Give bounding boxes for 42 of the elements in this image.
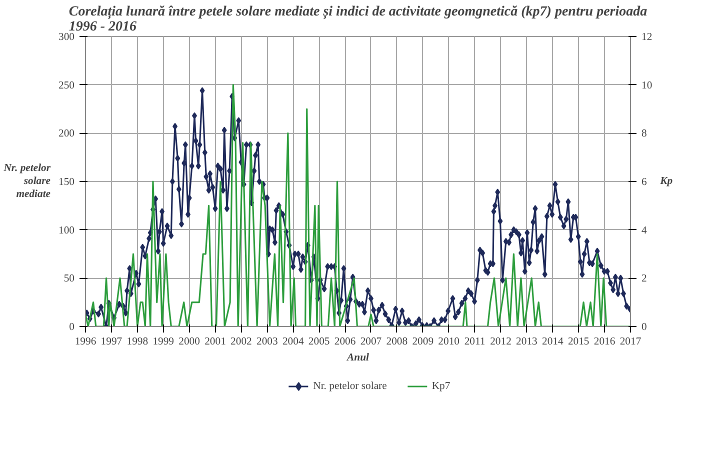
y2-tick-label: 2 bbox=[642, 274, 647, 285]
x-tick-label: 1997 bbox=[100, 336, 123, 348]
y2-tick-label: 4 bbox=[642, 225, 648, 236]
y-axis-title: Nr. petelor solare mediate bbox=[2, 162, 52, 200]
y-tick-label: 200 bbox=[58, 128, 74, 140]
y-tick-label: 0 bbox=[69, 322, 74, 333]
x-tick-label: 2008 bbox=[386, 336, 408, 348]
x-tick-label: 2016 bbox=[594, 336, 616, 348]
chart-title: Corelația lunară între petele solare mediate și indici de activitate geomgnetică (kp7) pentru perioada 1996 - 2016 bbox=[68, 4, 648, 34]
y-tick-label: 50 bbox=[64, 274, 74, 285]
y2-tick-label: 0 bbox=[642, 322, 647, 333]
y2-tick-label: 10 bbox=[642, 80, 652, 92]
y2-tick-label: 12 bbox=[642, 32, 652, 43]
y-tick-label: 100 bbox=[58, 225, 74, 236]
x-tick-label: 2001 bbox=[204, 336, 226, 348]
x-tick-label: 1996 bbox=[74, 336, 97, 348]
x-tick-label: 2017 bbox=[620, 336, 642, 348]
x-tick-label: 2006 bbox=[334, 336, 356, 348]
x-tick-label: 2000 bbox=[178, 336, 200, 348]
x-tick-label: 2010 bbox=[438, 336, 460, 348]
x-tick-label: 2012 bbox=[490, 336, 512, 348]
legend-label: Nr. petelor solare bbox=[313, 380, 387, 392]
y2-tick-label: 8 bbox=[642, 128, 647, 140]
y-tick-label: 150 bbox=[58, 177, 74, 188]
x-tick-label: 2004 bbox=[282, 336, 304, 348]
y-tick-label: 250 bbox=[58, 80, 74, 92]
x-tick-label: 2003 bbox=[256, 336, 278, 348]
x-tick-label: 2014 bbox=[542, 336, 564, 348]
y2-tick-label: 6 bbox=[642, 177, 648, 188]
y-tick-label: 300 bbox=[58, 32, 74, 43]
x-tick-label: 2009 bbox=[412, 336, 434, 348]
x-tick-label: 1998 bbox=[126, 336, 148, 348]
x-tick-label: 2005 bbox=[308, 336, 330, 348]
x-tick-label: 2013 bbox=[516, 336, 538, 348]
x-axis-title: Anul bbox=[346, 352, 369, 364]
x-tick-label: 2011 bbox=[464, 336, 486, 348]
legend-label: Kp7 bbox=[432, 380, 452, 392]
x-tick-label: 1999 bbox=[152, 336, 174, 348]
x-tick-label: 2002 bbox=[230, 336, 252, 348]
y2-axis-title: Kp bbox=[659, 176, 673, 187]
x-tick-label: 2007 bbox=[360, 336, 382, 348]
x-tick-label: 2015 bbox=[568, 336, 590, 348]
